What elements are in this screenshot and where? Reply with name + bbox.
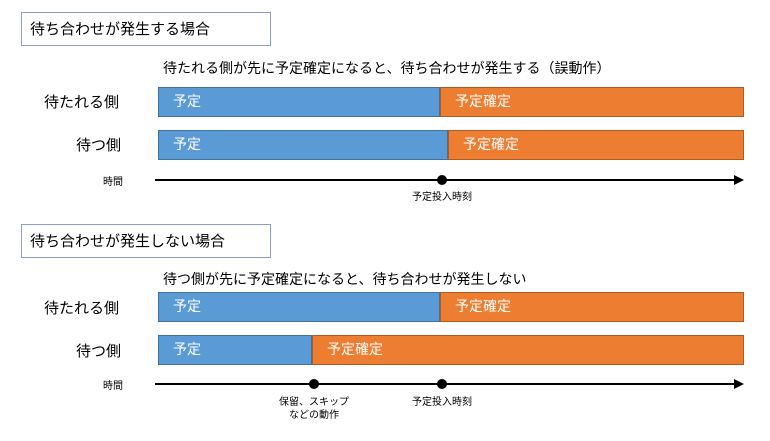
section1-row1-confirmed-label: 予定確定 xyxy=(455,94,511,110)
section2-row2-plan-label: 予定 xyxy=(173,342,201,358)
section2-row1-confirmed-bar: 予定確定 xyxy=(440,292,744,322)
section1-description: 待たれる側が先に予定確定になると、待ち合わせが発生する（誤動作） xyxy=(163,61,611,77)
section2-marker1-label: 保留、スキップ などの動作 xyxy=(268,396,360,422)
section2-row1-plan-label: 予定 xyxy=(173,299,201,315)
section2-marker1-label-line1: 保留、スキップ xyxy=(279,397,349,408)
section2-row1-plan-bar: 予定 xyxy=(158,292,440,322)
section1-row2-confirmed-bar: 予定確定 xyxy=(448,130,744,160)
section2-row2-confirmed-label: 予定確定 xyxy=(327,342,383,358)
section1-row1-label: 待たれる側 xyxy=(44,93,120,111)
section2-title: 待ち合わせが発生しない場合 xyxy=(30,232,226,250)
section1-marker-dot xyxy=(437,175,447,185)
section1-row2-confirmed-label: 予定確定 xyxy=(463,137,519,153)
section2-title-box: 待ち合わせが発生しない場合 xyxy=(21,224,271,258)
section2-timeline-arrow-icon xyxy=(734,379,744,389)
section1-row1-plan-label: 予定 xyxy=(173,94,201,110)
section1-row2-plan-label: 予定 xyxy=(173,137,201,153)
section2-axis-label: 時間 xyxy=(103,381,123,392)
section2-marker2-dot xyxy=(437,379,447,389)
section1-row1-confirmed-bar: 予定確定 xyxy=(440,87,744,117)
section2-row1-confirmed-label: 予定確定 xyxy=(455,299,511,315)
section1-timeline-arrow-icon xyxy=(734,175,744,185)
section2-row1-label: 待たれる側 xyxy=(44,299,120,317)
section2-description: 待つ側が先に予定確定になると、待ち合わせが発生しない xyxy=(163,272,527,288)
section1-axis-label: 時間 xyxy=(103,177,123,188)
section1-row2-plan-bar: 予定 xyxy=(158,130,448,160)
section2-row2-label: 待つ側 xyxy=(76,342,122,360)
section1-marker-label: 予定投入時刻 xyxy=(412,192,472,203)
section1-title: 待ち合わせが発生する場合 xyxy=(30,20,211,38)
section1-row2-label: 待つ側 xyxy=(76,136,122,154)
section2-marker1-label-line2: などの動作 xyxy=(289,410,339,421)
section2-row2-plan-bar: 予定 xyxy=(158,335,312,365)
section1-row1-plan-bar: 予定 xyxy=(158,87,440,117)
section2-row2-confirmed-bar: 予定確定 xyxy=(312,335,744,365)
section1-title-box: 待ち合わせが発生する場合 xyxy=(21,12,271,46)
section2-marker1-dot xyxy=(309,379,319,389)
section2-marker2-label: 予定投入時刻 xyxy=(412,397,472,408)
